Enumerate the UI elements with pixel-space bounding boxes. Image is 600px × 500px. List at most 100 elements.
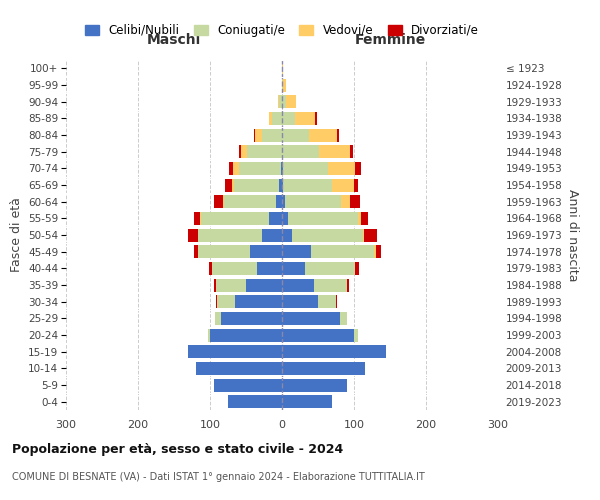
Bar	[314, 278, 347, 291]
Bar	[194, 212, 200, 225]
Bar	[315, 112, 317, 125]
Bar	[295, 112, 315, 125]
Bar	[319, 145, 350, 158]
Bar	[221, 312, 282, 325]
Bar	[235, 295, 282, 308]
Bar	[340, 312, 347, 325]
Bar	[358, 212, 361, 225]
Bar	[318, 295, 336, 308]
Bar	[282, 195, 285, 208]
Bar	[282, 128, 310, 141]
Bar	[256, 128, 262, 141]
Bar	[355, 262, 359, 275]
Bar	[247, 145, 282, 158]
Bar	[285, 195, 341, 208]
Bar	[282, 78, 283, 92]
Bar	[282, 378, 347, 392]
Bar	[282, 262, 305, 275]
Bar	[288, 212, 358, 225]
Bar	[239, 162, 281, 175]
Bar	[355, 162, 361, 175]
Bar	[216, 278, 246, 291]
Bar	[350, 145, 353, 158]
Bar	[224, 195, 276, 208]
Bar	[269, 112, 272, 125]
Bar	[347, 278, 349, 291]
Bar	[282, 162, 283, 175]
Bar	[341, 195, 350, 208]
Bar	[214, 278, 216, 291]
Bar	[361, 212, 368, 225]
Bar	[239, 145, 241, 158]
Bar	[278, 95, 279, 108]
Bar	[214, 195, 223, 208]
Bar	[269, 212, 282, 225]
Bar	[282, 312, 340, 325]
Bar	[196, 362, 282, 375]
Bar	[198, 245, 250, 258]
Bar	[282, 328, 354, 342]
Bar	[279, 178, 282, 192]
Bar	[279, 95, 282, 108]
Legend: Celibi/Nubili, Coniugati/e, Vedovi/e, Divorziati/e: Celibi/Nubili, Coniugati/e, Vedovi/e, Di…	[81, 20, 483, 40]
Bar	[364, 228, 377, 241]
Bar	[305, 262, 355, 275]
Bar	[332, 178, 354, 192]
Bar	[233, 162, 239, 175]
Bar	[262, 228, 282, 241]
Bar	[228, 395, 282, 408]
Text: Maschi: Maschi	[147, 32, 201, 46]
Bar	[200, 212, 269, 225]
Bar	[282, 212, 288, 225]
Bar	[354, 178, 358, 192]
Bar	[209, 262, 212, 275]
Bar	[223, 195, 224, 208]
Bar	[225, 178, 232, 192]
Text: COMUNE DI BESNATE (VA) - Dati ISTAT 1° gennaio 2024 - Elaborazione TUTTITALIA.IT: COMUNE DI BESNATE (VA) - Dati ISTAT 1° g…	[12, 472, 425, 482]
Bar	[254, 128, 256, 141]
Bar	[282, 112, 295, 125]
Bar	[292, 228, 362, 241]
Bar	[208, 328, 210, 342]
Bar	[215, 312, 221, 325]
Bar	[282, 345, 386, 358]
Bar	[282, 178, 283, 192]
Bar	[337, 128, 339, 141]
Bar	[282, 295, 318, 308]
Bar	[262, 128, 282, 141]
Bar	[281, 162, 282, 175]
Bar	[250, 245, 282, 258]
Bar	[282, 395, 332, 408]
Bar	[283, 78, 286, 92]
Bar	[350, 195, 360, 208]
Y-axis label: Fasce di età: Fasce di età	[10, 198, 23, 272]
Bar	[310, 128, 337, 141]
Y-axis label: Anni di nascita: Anni di nascita	[566, 188, 579, 281]
Bar	[362, 228, 364, 241]
Bar	[276, 195, 282, 208]
Bar	[336, 295, 337, 308]
Bar	[283, 178, 332, 192]
Bar	[286, 95, 296, 108]
Bar	[194, 245, 198, 258]
Bar	[282, 245, 311, 258]
Bar	[232, 178, 235, 192]
Text: Femmine: Femmine	[355, 32, 425, 46]
Bar	[311, 245, 374, 258]
Bar	[229, 162, 233, 175]
Bar	[282, 62, 283, 75]
Bar	[188, 345, 282, 358]
Bar	[188, 228, 198, 241]
Bar	[241, 145, 247, 158]
Bar	[235, 178, 279, 192]
Bar	[199, 228, 262, 241]
Bar	[212, 262, 257, 275]
Bar	[272, 112, 282, 125]
Bar	[214, 378, 282, 392]
Bar	[374, 245, 376, 258]
Bar	[282, 145, 319, 158]
Bar	[246, 278, 282, 291]
Bar	[282, 95, 286, 108]
Bar	[376, 245, 382, 258]
Bar	[282, 278, 314, 291]
